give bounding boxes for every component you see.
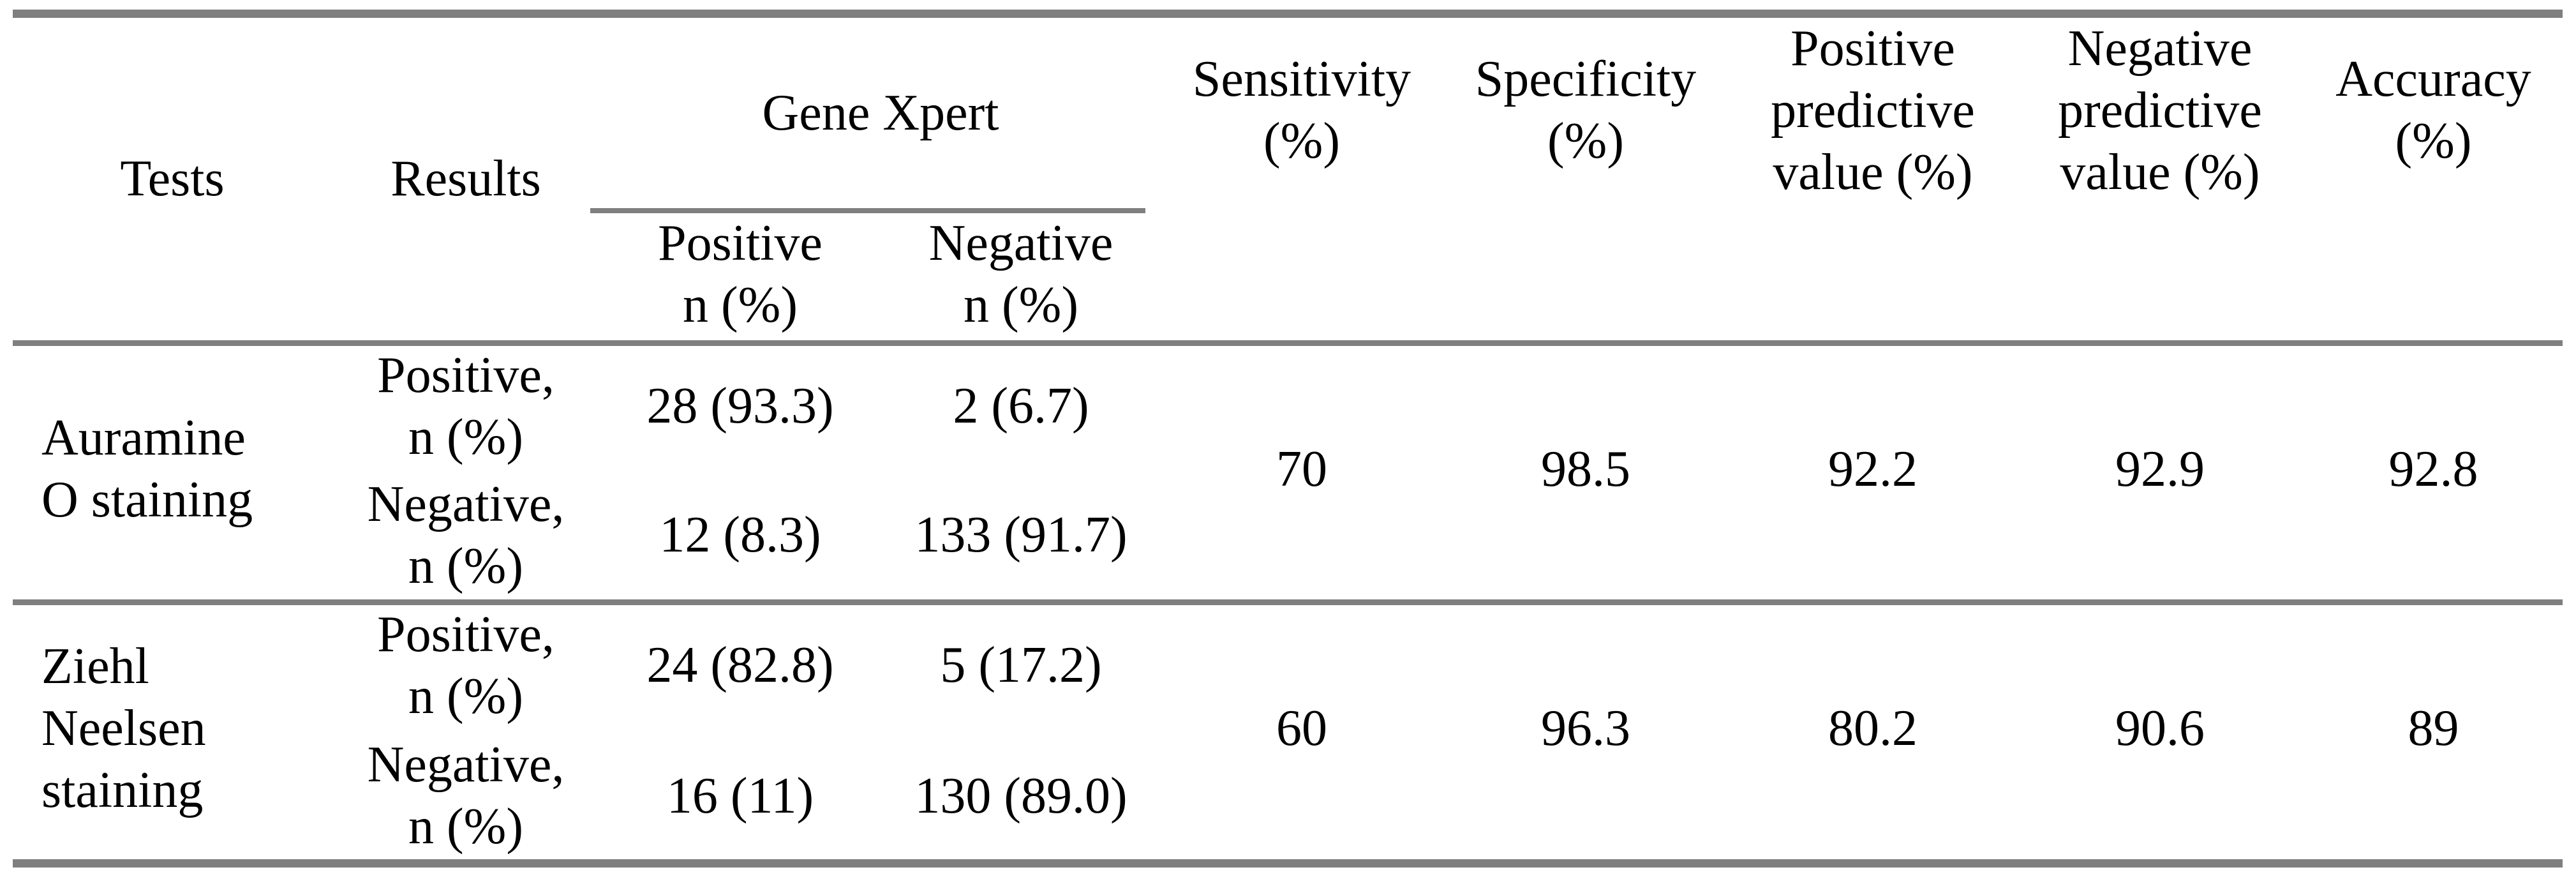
cell-gx-negative-value: 5 (17.2) xyxy=(940,637,1102,693)
group-auramine-o-staining: Auramine O staining Positive, n (%) 28 (… xyxy=(13,340,2563,598)
table-row: Auramine O staining Positive, n (%) 28 (… xyxy=(13,340,2563,529)
header-cell-sensitivity: Sensitivity (%) xyxy=(1192,51,1411,169)
table-row: Negative, n (%) 12 (8.3) 133 (91.7) xyxy=(13,472,2563,598)
header-cell-specificity: Specificity (%) xyxy=(1475,51,1697,169)
cell-result-label: Positive, n (%) xyxy=(377,347,555,465)
cell-result-label: Negative, n (%) xyxy=(367,737,565,855)
diagnostic-performance-table: Tests Results Gene Xpert Sensitivity (%)… xyxy=(13,18,2563,859)
group-ziehl-neelsen-staining: Ziehl Neelsen staining Positive, n (%) 2… xyxy=(13,598,2563,859)
cell-test-name: Auramine O staining xyxy=(41,410,253,528)
cell-npv-value: 90.6 xyxy=(2115,700,2205,756)
cell-accuracy-value: 92.8 xyxy=(2388,440,2478,497)
group-divider-rule xyxy=(13,599,2563,605)
header-cell-negative-predictive-value: Negative predictive value (%) xyxy=(2058,20,2262,200)
table-header: Tests Results Gene Xpert Sensitivity (%)… xyxy=(13,18,2563,340)
cell-specificity-value: 98.5 xyxy=(1541,440,1630,497)
cell-accuracy-value: 89 xyxy=(2408,700,2459,756)
cell-npv-value: 92.9 xyxy=(2115,440,2205,497)
cell-gx-positive-value: 24 (82.8) xyxy=(646,637,834,693)
cell-ppv-value: 80.2 xyxy=(1828,700,1917,756)
table-row: Negative, n (%) 16 (11) 130 (89.0) xyxy=(13,733,2563,859)
cell-gx-negative-value: 2 (6.7) xyxy=(953,378,1089,434)
header-separator-rule xyxy=(13,340,2563,346)
gene-xpert-underline-rule xyxy=(590,208,1145,213)
header-cell-results: Results xyxy=(391,151,541,207)
cell-ppv-value: 92.2 xyxy=(1828,440,1917,497)
header-cell-tests: Tests xyxy=(120,151,225,207)
cell-gx-negative-value: 130 (89.0) xyxy=(914,767,1128,824)
cell-gx-positive-value: 16 (11) xyxy=(666,767,814,824)
header-cell-gene-xpert: Gene Xpert xyxy=(762,84,999,141)
cell-result-label: Positive, n (%) xyxy=(377,606,555,725)
header-cell-positive-predictive-value: Positive predictive value (%) xyxy=(1771,20,1975,200)
cell-result-label: Negative, n (%) xyxy=(367,476,565,594)
cell-gx-positive-value: 28 (93.3) xyxy=(646,378,834,434)
table-row: Ziehl Neelsen staining Positive, n (%) 2… xyxy=(13,598,2563,819)
cell-gx-negative-value: 133 (91.7) xyxy=(914,507,1128,563)
top-rule xyxy=(13,10,2563,18)
cell-sensitivity-value: 70 xyxy=(1276,440,1327,497)
header-cell-accuracy: Accuracy (%) xyxy=(2335,51,2531,169)
cell-specificity-value: 96.3 xyxy=(1541,700,1630,756)
cell-test-name: Ziehl Neelsen staining xyxy=(41,638,206,818)
header-cell-gx-negative: Negative n (%) xyxy=(928,214,1113,333)
bottom-rule xyxy=(13,859,2563,868)
cell-sensitivity-value: 60 xyxy=(1276,700,1327,756)
cell-gx-positive-value: 12 (8.3) xyxy=(659,507,821,563)
header-cell-gx-positive: Positive n (%) xyxy=(658,214,823,333)
